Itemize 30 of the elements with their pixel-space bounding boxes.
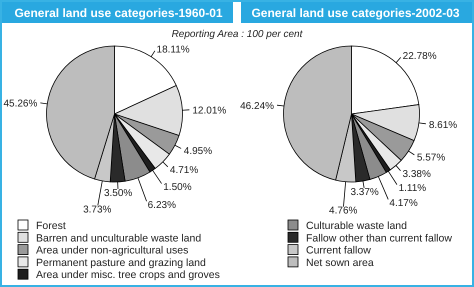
legend-label: Barren and unculturable waste land — [36, 232, 202, 244]
data-label: 5.57% — [416, 152, 446, 164]
legend-label: Culturable waste land — [306, 220, 408, 232]
chart-title: General land use categories-1960-01 — [14, 6, 223, 20]
data-label: 4.95% — [184, 146, 212, 157]
data-label: 6.23% — [148, 200, 176, 212]
data-label: 3.50% — [104, 188, 132, 199]
data-label: 1.11% — [398, 183, 426, 194]
legend-label: Fallow other than current fallow — [306, 232, 452, 244]
legend-label: Forest — [36, 220, 66, 232]
text: Reporting Area : 100 per cent — [172, 29, 304, 40]
data-label: 18.11% — [156, 44, 190, 56]
legend-label: Area under misc. tree crops and groves — [36, 269, 220, 282]
data-label: 22.78% — [402, 51, 437, 62]
data-label: 4.17% — [389, 198, 418, 210]
legend-label: Permanent pasture and grazing land — [36, 256, 206, 269]
legend-label: Current fallow — [306, 244, 372, 257]
data-label: 4.71% — [170, 164, 198, 176]
data-label: 3.37% — [350, 186, 379, 198]
data-label: 3.73% — [83, 204, 112, 216]
data-label: 46.24% — [240, 100, 274, 112]
data-label: 4.76% — [329, 206, 358, 217]
data-label: 1.50% — [163, 182, 192, 194]
data-label: 3.38% — [402, 169, 431, 180]
chart-title: General land use categories-2002-03 — [251, 6, 460, 20]
data-label: 45.26% — [3, 98, 38, 110]
data-label: 8.61% — [428, 120, 458, 132]
data-label: 12.01% — [192, 106, 226, 117]
legend-label: Area under non-agricultural uses — [36, 244, 188, 257]
legend-label: Net sown area — [306, 256, 374, 269]
